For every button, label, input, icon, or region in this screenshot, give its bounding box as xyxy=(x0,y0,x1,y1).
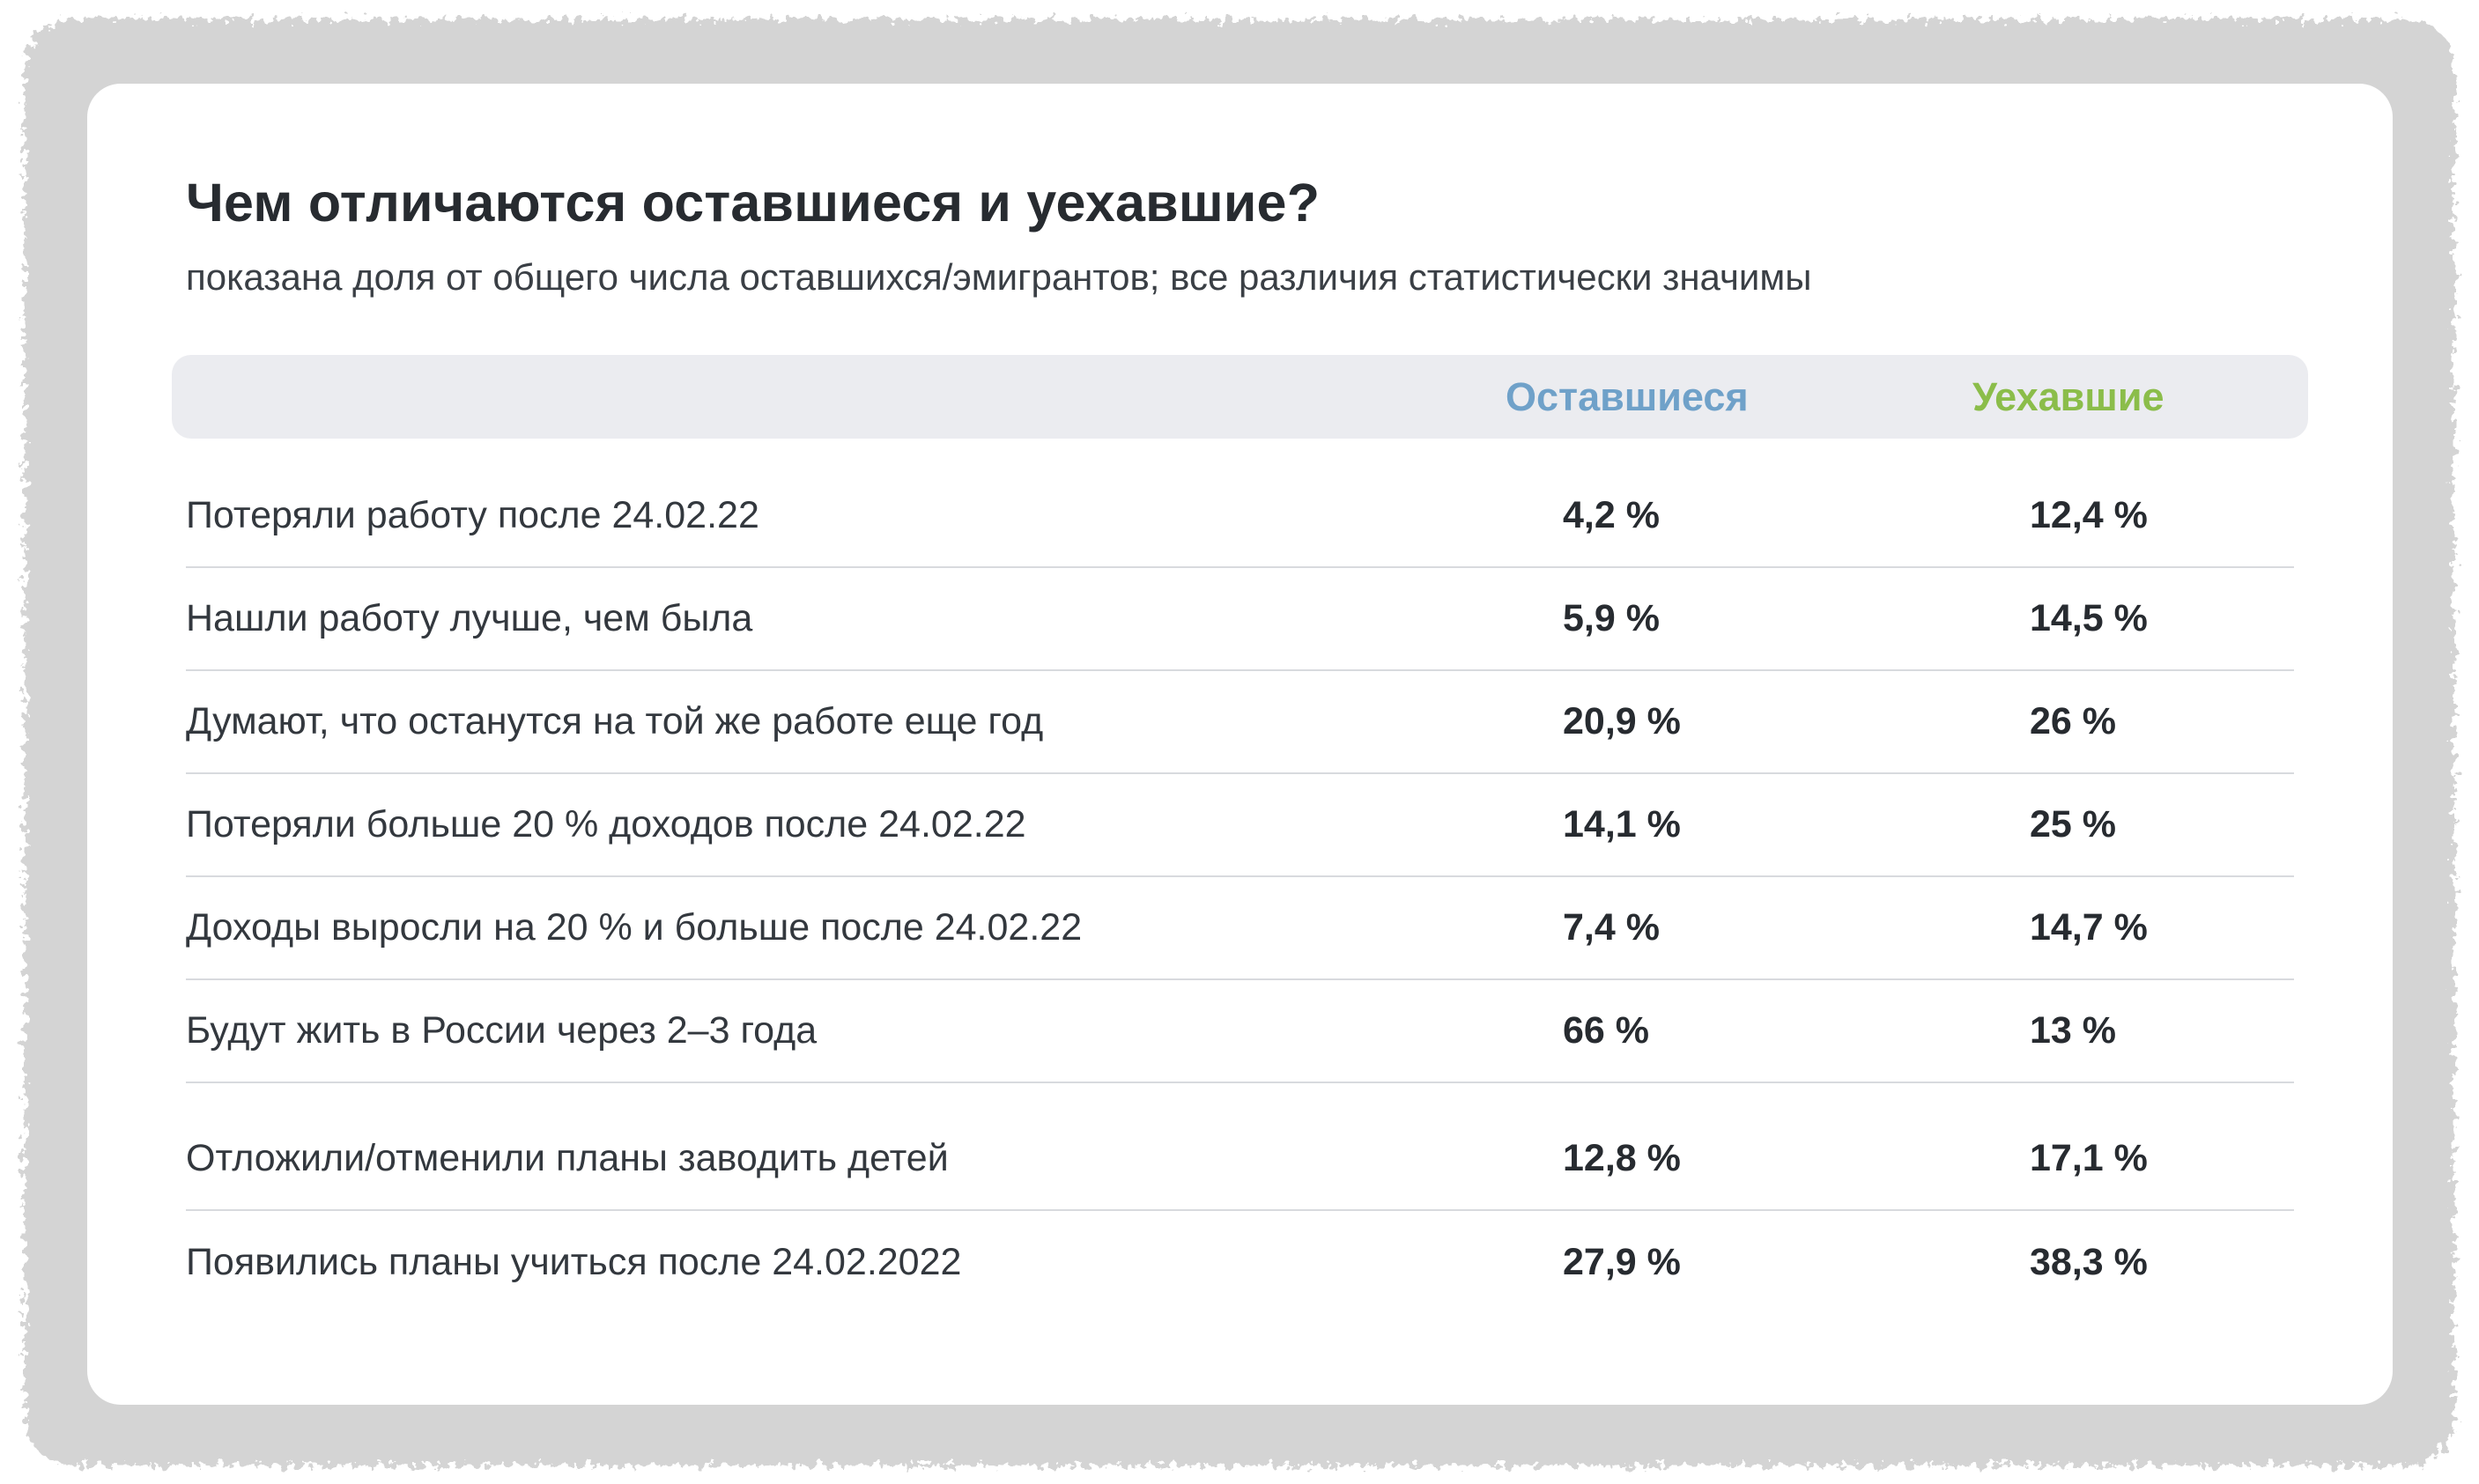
stayed-value: 7,4 % xyxy=(1563,906,1660,949)
left-value: 26 % xyxy=(2030,700,2117,742)
table-row: Думают, что останутся на той же работе е… xyxy=(186,671,2294,774)
table-row: Потеряли работу после 24.02.22 4,2 % 12,… xyxy=(186,465,2294,568)
table-row: Появились планы учиться после 24.02.2022… xyxy=(186,1211,2294,1314)
infographic-card: Чем отличаются оставшиеся и уехавшие? по… xyxy=(87,84,2393,1405)
row-label: Появились планы учиться после 24.02.2022 xyxy=(186,1241,962,1283)
table-row: Будут жить в России через 2–3 года 66 % … xyxy=(186,980,2294,1083)
stayed-value: 5,9 % xyxy=(1563,597,1660,639)
table-row: Нашли работу лучше, чем была 5,9 % 14,5 … xyxy=(186,568,2294,671)
stayed-value: 27,9 % xyxy=(1563,1241,1681,1283)
left-value: 25 % xyxy=(2030,803,2117,845)
page-title: Чем отличаются оставшиеся и уехавшие? xyxy=(186,173,1321,233)
left-value: 14,5 % xyxy=(2030,597,2148,639)
table-row: Доходы выросли на 20 % и больше после 24… xyxy=(186,877,2294,980)
left-value: 13 % xyxy=(2030,1009,2117,1052)
table-row: Потеряли больше 20 % доходов после 24.02… xyxy=(186,774,2294,877)
left-value: 12,4 % xyxy=(2030,494,2148,536)
table-row: Отложили/отменили планы заводить детей 1… xyxy=(186,1108,2294,1211)
stayed-value: 14,1 % xyxy=(1563,803,1681,845)
row-label: Потеряли больше 20 % доходов после 24.02… xyxy=(186,803,1026,845)
stayed-value: 4,2 % xyxy=(1563,494,1660,536)
left-value: 38,3 % xyxy=(2030,1241,2148,1283)
row-label: Потеряли работу после 24.02.22 xyxy=(186,494,759,536)
stayed-value: 20,9 % xyxy=(1563,700,1681,742)
table-header-row: Оставшиеся Уехавшие xyxy=(172,355,2308,439)
row-label: Нашли работу лучше, чем была xyxy=(186,597,753,639)
left-value: 14,7 % xyxy=(2030,906,2148,949)
column-header-left: Уехавшие xyxy=(1972,373,2164,419)
stayed-value: 66 % xyxy=(1563,1009,1650,1052)
row-label: Будут жить в России через 2–3 года xyxy=(186,1009,818,1052)
page-subtitle: показана доля от общего числа оставшихся… xyxy=(186,256,1812,298)
row-label: Отложили/отменили планы заводить детей xyxy=(186,1137,949,1179)
row-label: Думают, что останутся на той же работе е… xyxy=(186,700,1044,742)
row-label: Доходы выросли на 20 % и больше после 24… xyxy=(186,906,1083,949)
table-body: Потеряли работу после 24.02.22 4,2 % 12,… xyxy=(186,465,2294,1314)
left-value: 17,1 % xyxy=(2030,1137,2148,1179)
column-header-stayed: Оставшиеся xyxy=(1506,373,1749,419)
stayed-value: 12,8 % xyxy=(1563,1137,1681,1179)
